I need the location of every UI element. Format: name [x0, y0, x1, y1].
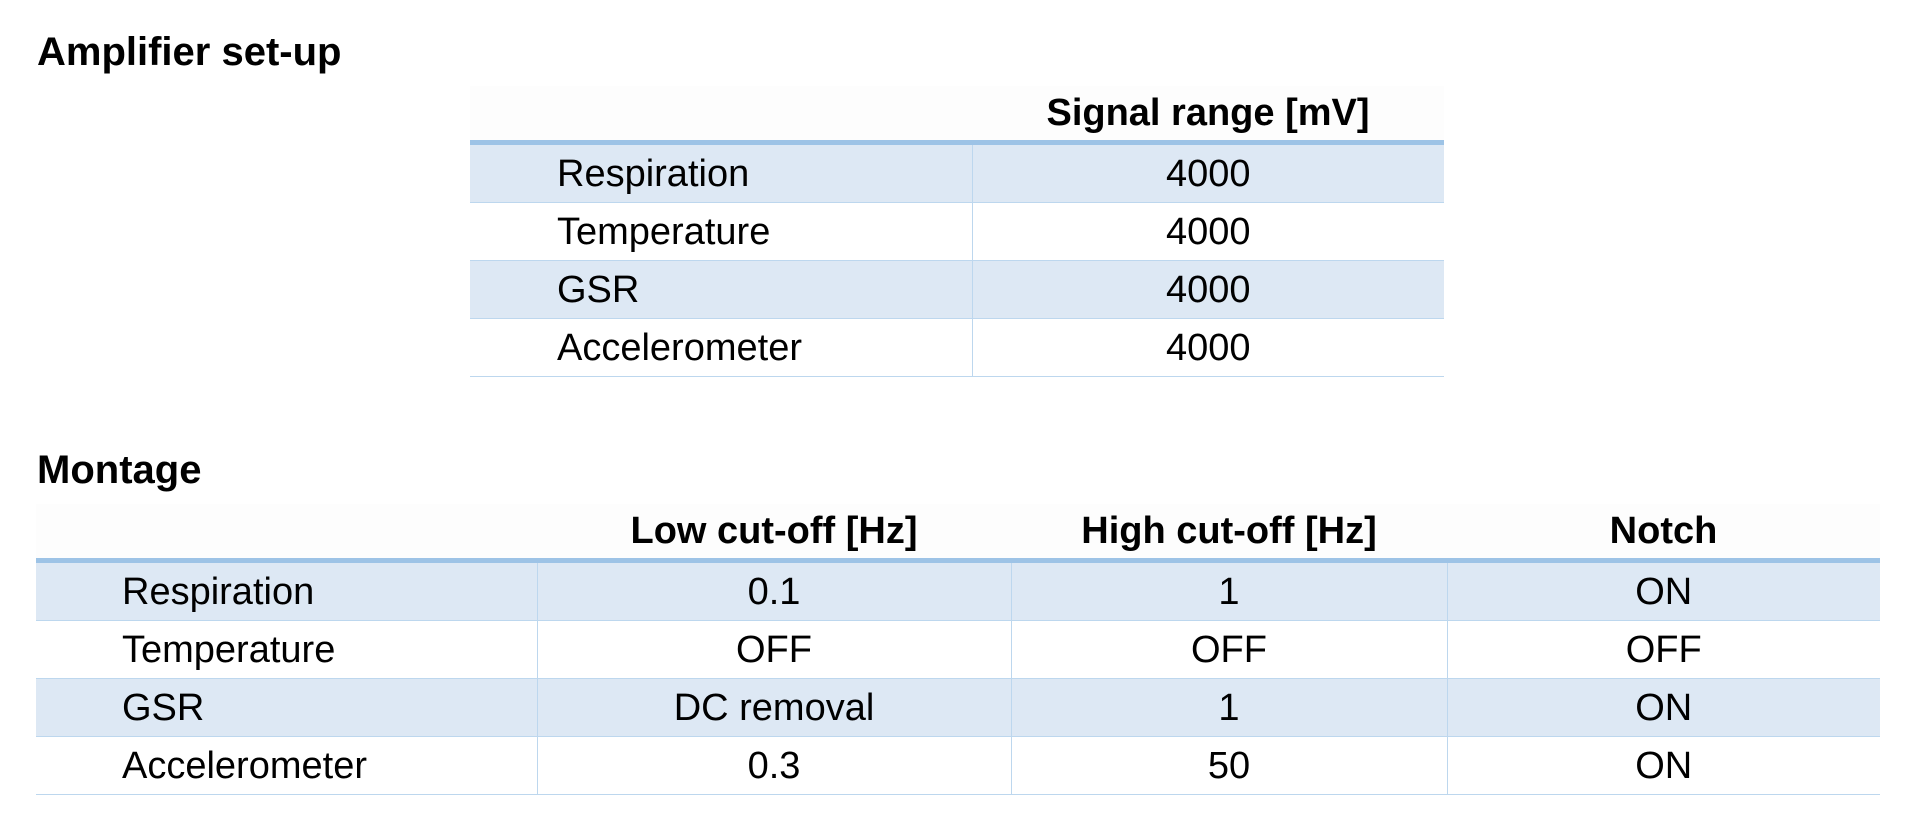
column-header-signal-range: Signal range [mV] [972, 86, 1444, 145]
table-row: Accelerometer 4000 [470, 318, 1444, 377]
column-header-notch: Notch [1447, 504, 1880, 563]
montage-table: Low cut-off [Hz] High cut-off [Hz] Notch… [36, 504, 1880, 795]
notch-cell: ON [1446, 678, 1880, 737]
signal-range-cell: 4000 [971, 260, 1444, 319]
table-row: Temperature OFF OFF OFF [36, 620, 1880, 679]
table-header-row: Signal range [mV] [470, 86, 1444, 145]
channel-label: Accelerometer [36, 736, 537, 795]
signal-range-cell: 4000 [971, 202, 1444, 261]
signal-range-cell: 4000 [971, 142, 1444, 203]
high-cutoff-cell: 50 [1010, 736, 1447, 795]
notch-cell: OFF [1446, 620, 1880, 679]
channel-label: Respiration [36, 560, 537, 621]
low-cutoff-cell: OFF [536, 620, 1011, 679]
signal-range-cell: 4000 [971, 318, 1444, 377]
table-row: Respiration 0.1 1 ON [36, 560, 1880, 621]
low-cutoff-cell: DC removal [536, 678, 1011, 737]
amplifier-setup-table: Signal range [mV] Respiration 4000 Tempe… [470, 86, 1444, 377]
channel-label: Temperature [470, 202, 972, 261]
column-header-channel [36, 504, 537, 563]
channel-label: Respiration [470, 142, 972, 203]
notch-cell: ON [1446, 560, 1880, 621]
channel-label: GSR [36, 678, 537, 737]
high-cutoff-cell: 1 [1010, 678, 1447, 737]
table-row: Accelerometer 0.3 50 ON [36, 736, 1880, 795]
low-cutoff-cell: 0.3 [536, 736, 1011, 795]
table-header-row: Low cut-off [Hz] High cut-off [Hz] Notch [36, 504, 1880, 563]
channel-label: GSR [470, 260, 972, 319]
table-row: GSR DC removal 1 ON [36, 678, 1880, 737]
high-cutoff-cell: OFF [1010, 620, 1447, 679]
high-cutoff-cell: 1 [1010, 560, 1447, 621]
montage-heading: Montage [37, 448, 202, 492]
column-header-high-cutoff: High cut-off [Hz] [1011, 504, 1447, 563]
amplifier-setup-heading: Amplifier set-up [37, 30, 342, 74]
channel-label: Temperature [36, 620, 537, 679]
channel-label: Accelerometer [470, 318, 972, 377]
low-cutoff-cell: 0.1 [536, 560, 1011, 621]
table-row: Temperature 4000 [470, 202, 1444, 261]
column-header-low-cutoff: Low cut-off [Hz] [537, 504, 1011, 563]
notch-cell: ON [1446, 736, 1880, 795]
table-row: GSR 4000 [470, 260, 1444, 319]
column-header-channel [470, 86, 972, 145]
table-row: Respiration 4000 [470, 142, 1444, 203]
